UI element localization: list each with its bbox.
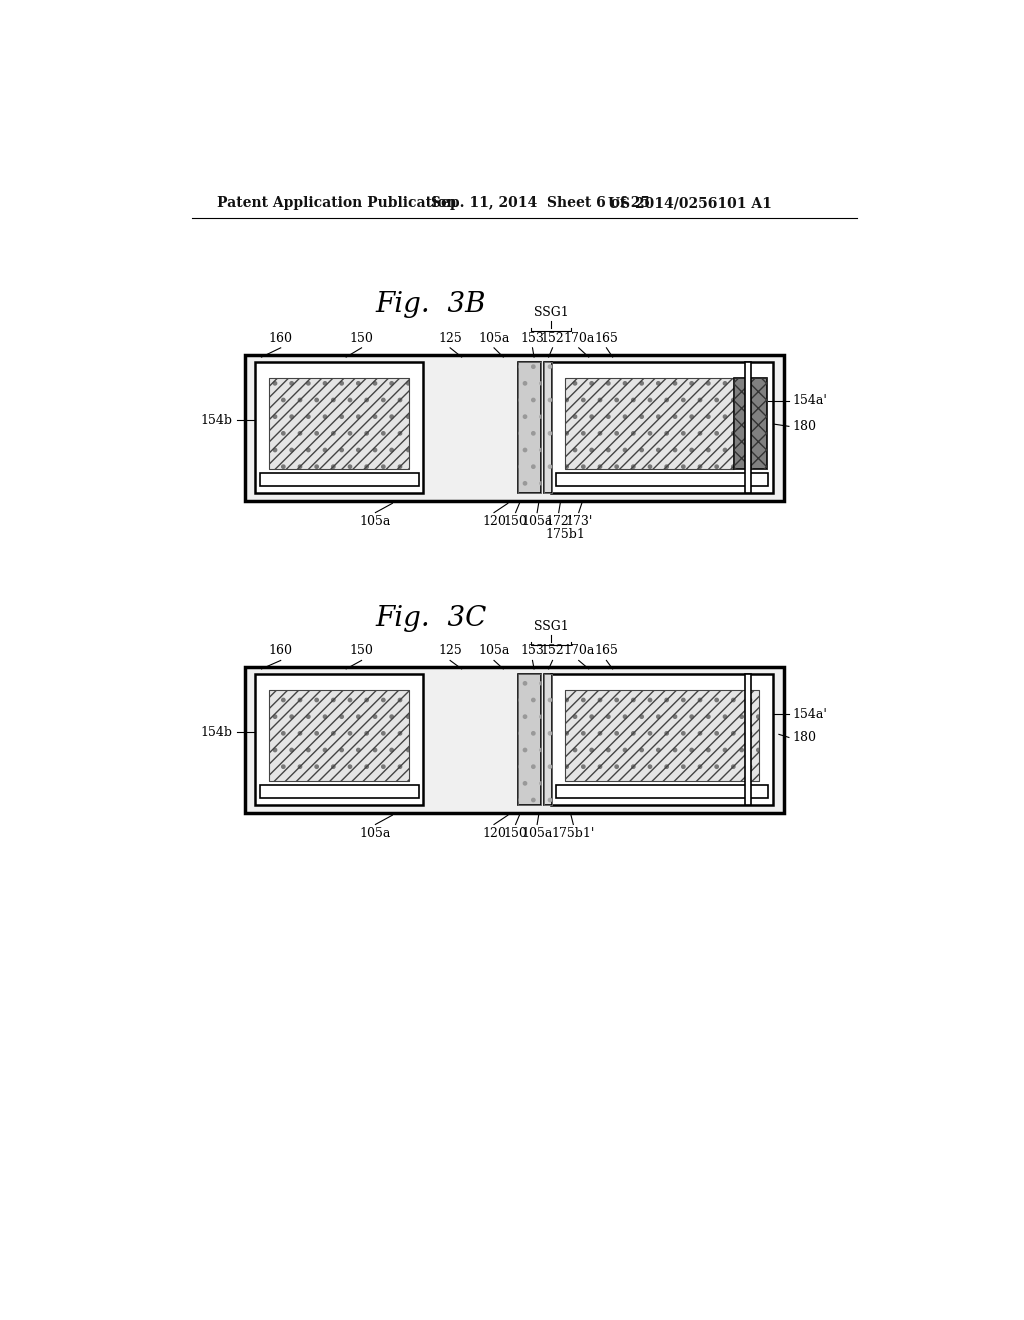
Bar (551, 675, 773, 805)
Text: SSG1: SSG1 (534, 305, 568, 318)
Text: 173': 173' (565, 515, 593, 528)
Bar (518, 675, 541, 805)
Text: 154a': 154a' (793, 395, 827, 408)
Text: 105a: 105a (478, 331, 510, 345)
Text: 125: 125 (438, 331, 462, 345)
Text: 150: 150 (349, 331, 374, 345)
Text: 175b1: 175b1 (546, 528, 586, 541)
Text: 160: 160 (268, 331, 293, 345)
Bar (565, 689, 759, 780)
Bar (544, 363, 552, 494)
Bar (745, 363, 752, 494)
Text: Fig.  3C: Fig. 3C (375, 606, 486, 632)
Bar (544, 675, 552, 805)
Bar (269, 689, 410, 780)
Bar (269, 378, 410, 469)
Bar (518, 363, 541, 494)
Text: 180: 180 (793, 420, 817, 433)
Text: 175b1': 175b1' (552, 826, 595, 840)
Text: 172': 172' (545, 515, 572, 528)
Text: 180: 180 (793, 731, 817, 744)
Bar (518, 675, 541, 805)
Bar (734, 378, 767, 469)
Text: Sep. 11, 2014  Sheet 6 of 25: Sep. 11, 2014 Sheet 6 of 25 (431, 197, 650, 210)
Bar (551, 363, 773, 494)
Bar (260, 474, 419, 486)
Text: 165: 165 (595, 331, 618, 345)
Bar (544, 363, 552, 494)
Bar (245, 667, 783, 813)
Text: 150: 150 (504, 826, 527, 840)
Text: 125: 125 (438, 644, 462, 657)
Text: 150: 150 (504, 515, 527, 528)
Text: 105a: 105a (359, 826, 391, 840)
Text: 150: 150 (349, 644, 374, 657)
Bar (255, 363, 423, 494)
Text: 153: 153 (520, 644, 545, 657)
Text: Fig.  3B: Fig. 3B (376, 292, 486, 318)
Text: 154b: 154b (201, 413, 232, 426)
Bar (556, 785, 768, 797)
Bar (565, 689, 759, 780)
Bar (556, 474, 768, 486)
Text: US 2014/0256101 A1: US 2014/0256101 A1 (608, 197, 772, 210)
Text: 120: 120 (482, 826, 506, 840)
Text: 160: 160 (268, 644, 293, 657)
Text: 170a: 170a (563, 644, 594, 657)
Bar (260, 785, 419, 797)
Bar (245, 355, 783, 502)
Bar (544, 675, 552, 805)
Text: 153: 153 (520, 331, 545, 345)
Text: 152: 152 (541, 644, 564, 657)
Text: 170a: 170a (563, 331, 594, 345)
Text: 105a: 105a (359, 515, 391, 528)
Bar (255, 675, 423, 805)
Text: Patent Application Publication: Patent Application Publication (217, 197, 457, 210)
Text: 105a: 105a (521, 826, 553, 840)
Bar (518, 363, 541, 494)
Bar (565, 378, 734, 469)
Bar (269, 378, 410, 469)
Bar (745, 675, 752, 805)
Text: 152: 152 (541, 331, 564, 345)
Bar (734, 378, 767, 469)
Text: 105a: 105a (521, 515, 553, 528)
Text: 105a: 105a (478, 644, 510, 657)
Text: 165: 165 (595, 644, 618, 657)
Text: 154a': 154a' (793, 708, 827, 721)
Text: 154b: 154b (201, 726, 232, 739)
Text: 120: 120 (482, 515, 506, 528)
Text: SSG1: SSG1 (534, 619, 568, 632)
Bar (565, 378, 734, 469)
Bar (269, 689, 410, 780)
